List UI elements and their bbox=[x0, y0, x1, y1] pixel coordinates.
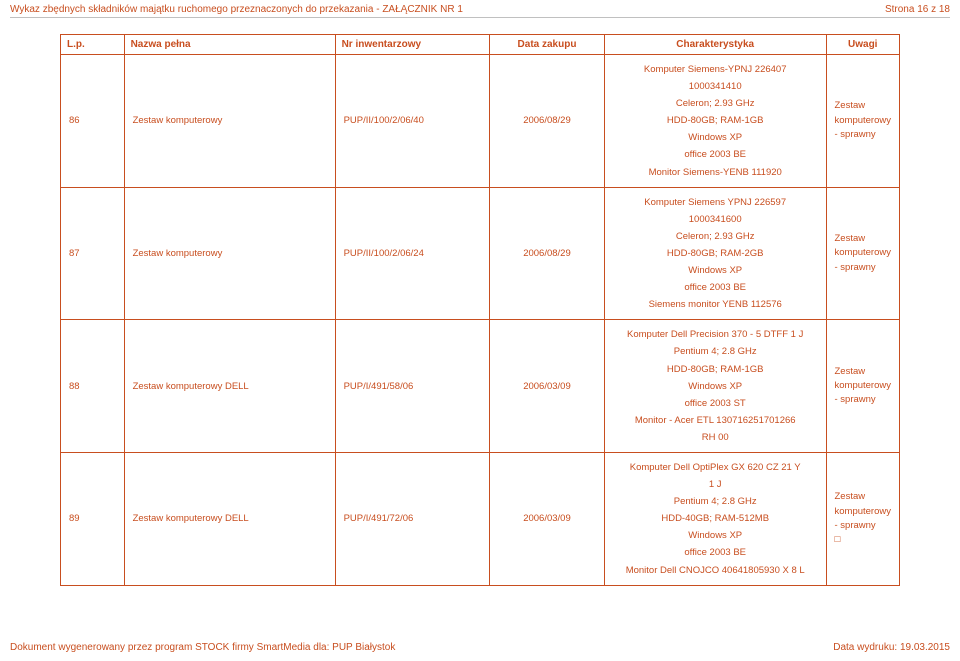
col-rem: Uwagi bbox=[826, 35, 900, 55]
cell-remarks: Zestaw komputerowy - sprawny bbox=[826, 187, 900, 320]
cell-lp: 87 bbox=[61, 187, 125, 320]
col-date: Data zakupu bbox=[490, 35, 605, 55]
table-row: 87Zestaw komputerowyPUP/II/100/2/06/2420… bbox=[61, 187, 900, 320]
cell-inventory: PUP/II/100/2/06/40 bbox=[335, 55, 490, 188]
header-title: Wykaz zbędnych składników majątku ruchom… bbox=[10, 4, 463, 15]
cell-remarks: Zestaw komputerowy - sprawny bbox=[826, 320, 900, 453]
cell-name: Zestaw komputerowy bbox=[124, 55, 335, 188]
footer-left: Dokument wygenerowany przez program STOC… bbox=[10, 642, 395, 653]
table-row: 89Zestaw komputerowy DELLPUP/I/491/72/06… bbox=[61, 452, 900, 585]
footer-right: Data wydruku: 19.03.2015 bbox=[833, 642, 950, 653]
cell-date: 2006/08/29 bbox=[490, 55, 605, 188]
table-row: 88Zestaw komputerowy DELLPUP/I/491/58/06… bbox=[61, 320, 900, 453]
cell-name: Zestaw komputerowy DELL bbox=[124, 320, 335, 453]
cell-date: 2006/03/09 bbox=[490, 452, 605, 585]
cell-inventory: PUP/II/100/2/06/24 bbox=[335, 187, 490, 320]
cell-date: 2006/08/29 bbox=[490, 187, 605, 320]
cell-remarks: Zestaw komputerowy - sprawny bbox=[826, 55, 900, 188]
col-char: Charakterystyka bbox=[604, 35, 826, 55]
page-footer: Dokument wygenerowany przez program STOC… bbox=[0, 642, 960, 653]
cell-lp: 88 bbox=[61, 320, 125, 453]
cell-name: Zestaw komputerowy DELL bbox=[124, 452, 335, 585]
table-header-row: L.p. Nazwa pełna Nr inwentarzowy Data za… bbox=[61, 35, 900, 55]
col-name: Nazwa pełna bbox=[124, 35, 335, 55]
header-page-info: Strona 16 z 18 bbox=[885, 4, 950, 15]
asset-table: L.p. Nazwa pełna Nr inwentarzowy Data za… bbox=[60, 34, 900, 586]
cell-characteristics: Komputer Siemens-YPNJ 2264071000341410Ce… bbox=[604, 55, 826, 188]
cell-characteristics: Komputer Dell Precision 370 - 5 DTFF 1 J… bbox=[604, 320, 826, 453]
cell-lp: 89 bbox=[61, 452, 125, 585]
cell-name: Zestaw komputerowy bbox=[124, 187, 335, 320]
cell-lp: 86 bbox=[61, 55, 125, 188]
col-lp: L.p. bbox=[61, 35, 125, 55]
divider bbox=[10, 17, 950, 18]
cell-remarks: Zestaw komputerowy - sprawny□ bbox=[826, 452, 900, 585]
cell-inventory: PUP/I/491/58/06 bbox=[335, 320, 490, 453]
table-row: 86Zestaw komputerowyPUP/II/100/2/06/4020… bbox=[61, 55, 900, 188]
cell-characteristics: Komputer Siemens YPNJ 2265971000341600Ce… bbox=[604, 187, 826, 320]
page-header: Wykaz zbędnych składników majątku ruchom… bbox=[10, 4, 950, 17]
cell-characteristics: Komputer Dell OptiPlex GX 620 CZ 21 Y1 J… bbox=[604, 452, 826, 585]
col-inv: Nr inwentarzowy bbox=[335, 35, 490, 55]
cell-inventory: PUP/I/491/72/06 bbox=[335, 452, 490, 585]
cell-date: 2006/03/09 bbox=[490, 320, 605, 453]
